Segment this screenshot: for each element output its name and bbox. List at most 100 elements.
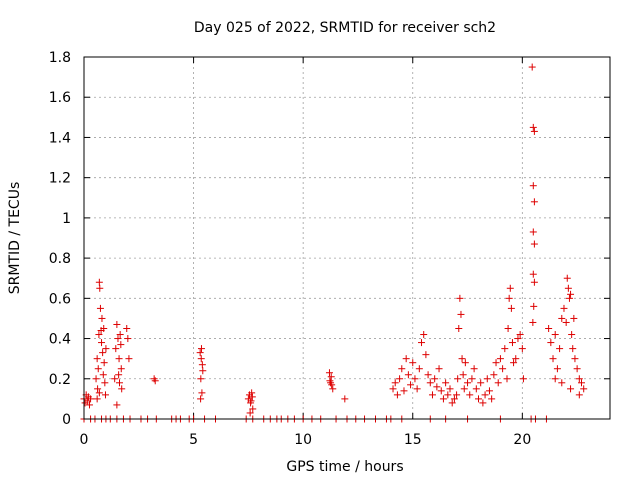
data-point [512, 355, 520, 363]
data-point [426, 379, 434, 387]
data-point [571, 355, 579, 363]
data-point [415, 365, 423, 373]
data-point [115, 355, 123, 363]
data-point [456, 294, 464, 302]
data-point [472, 385, 480, 393]
x-tick-label: 20 [513, 432, 531, 448]
data-point [99, 371, 107, 379]
data-point [94, 385, 102, 393]
data-point [558, 314, 566, 322]
data-point [247, 397, 255, 405]
data-point [125, 355, 133, 363]
data-point [558, 379, 566, 387]
data-point [197, 375, 205, 383]
data-point [528, 63, 536, 71]
data-point [529, 270, 537, 278]
data-point [124, 335, 132, 343]
data-point [99, 349, 107, 357]
x-tick-label: 0 [80, 432, 89, 448]
data-point [461, 359, 469, 367]
data-point [551, 331, 559, 339]
data-point [422, 351, 430, 359]
data-point [94, 365, 102, 373]
data-point [529, 228, 537, 236]
data-point [118, 385, 126, 393]
y-tick-label: 1.4 [49, 130, 71, 146]
data-point [198, 389, 206, 397]
data-point [570, 314, 578, 322]
data-point [327, 373, 335, 381]
chart-title: Day 025 of 2022, SRMTID for receiver sch… [194, 20, 496, 36]
data-point [519, 375, 527, 383]
data-point [92, 375, 100, 383]
data-point [418, 339, 426, 347]
data-point [560, 304, 568, 312]
data-point [545, 325, 553, 332]
data-point [506, 284, 514, 292]
data-point [530, 240, 538, 248]
data-point [437, 387, 445, 395]
data-point [549, 355, 557, 363]
x-tick-label: 10 [294, 432, 312, 448]
data-point [197, 395, 205, 403]
data-point [117, 341, 125, 349]
data-point [95, 331, 103, 339]
data-point [455, 325, 463, 332]
data-point [391, 379, 399, 387]
data-point [87, 395, 95, 403]
y-tick-label: 0.6 [49, 291, 71, 307]
data-point [448, 399, 456, 407]
data-point [485, 387, 493, 395]
data-point [508, 339, 516, 347]
data-point [111, 375, 119, 383]
x-tick-label: 5 [189, 432, 198, 448]
data-point [341, 395, 349, 403]
data-point [93, 395, 101, 403]
data-point [575, 391, 583, 399]
data-point [197, 345, 205, 353]
data-point [575, 375, 583, 383]
data-point [475, 395, 482, 403]
data-point [411, 375, 419, 383]
data-point [556, 345, 564, 353]
data-point [112, 345, 120, 353]
data-point [459, 371, 467, 379]
data-point [402, 355, 410, 363]
data-point [460, 385, 468, 393]
data-point [413, 385, 421, 393]
data-point [454, 375, 462, 383]
data-point [114, 335, 122, 343]
data-point [404, 371, 412, 379]
data-point [400, 387, 408, 395]
data-point [123, 325, 131, 332]
data-point [551, 375, 559, 383]
data-point [530, 278, 538, 286]
data-point [573, 365, 581, 373]
grid-lines [84, 57, 610, 419]
data-point [325, 369, 333, 377]
x-axis-label: GPS time / hours [286, 459, 403, 475]
data-point [529, 182, 537, 190]
data-point [389, 385, 397, 393]
data-point [494, 379, 502, 387]
data-point [396, 375, 404, 383]
data-point [488, 395, 496, 403]
data-point [504, 325, 512, 332]
data-point [424, 371, 432, 379]
data-point [444, 391, 452, 399]
data-point [578, 379, 586, 387]
data-point [567, 290, 575, 298]
y-tick-labels: 0 0.2 0.4 0.6 0.8 1 1.2 1.4 1.6 1.8 [49, 50, 71, 428]
data-point [568, 331, 576, 339]
data-point [249, 405, 257, 413]
data-point [567, 385, 575, 393]
data-point [510, 359, 518, 367]
data-point [505, 294, 513, 302]
data-point [100, 325, 108, 332]
data-point [507, 304, 515, 312]
data-point [569, 345, 577, 353]
data-point [248, 393, 256, 401]
data-point [529, 123, 537, 131]
y-tick-label: 1 [62, 211, 71, 227]
